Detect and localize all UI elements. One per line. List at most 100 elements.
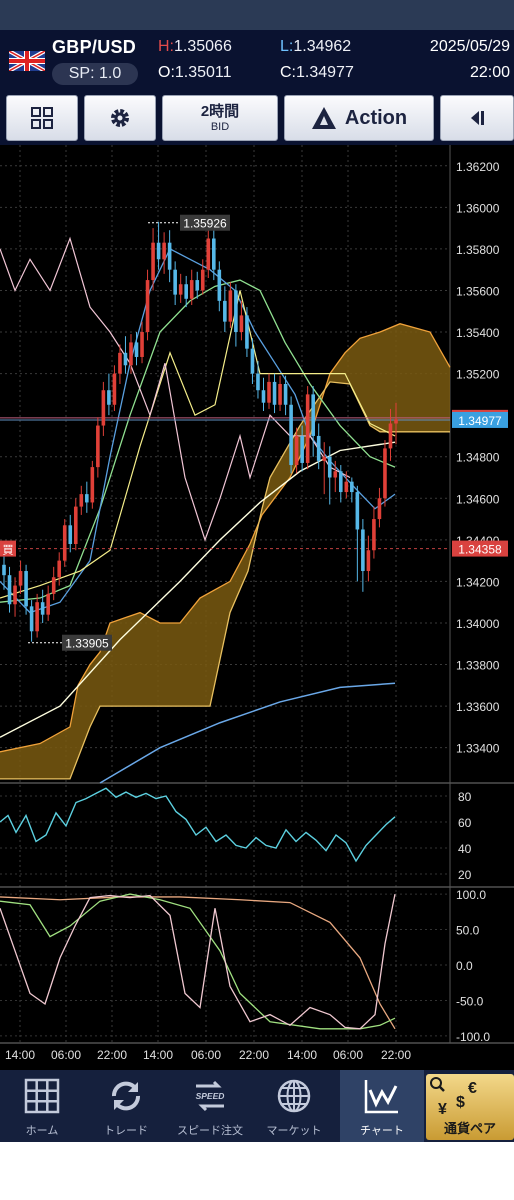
candle-body bbox=[68, 525, 73, 545]
chart-canvas[interactable]: 1.36200 1.36000 1.35800 1.35600 1.35400 1.352… bbox=[0, 145, 514, 1070]
candle-body bbox=[2, 564, 6, 576]
layout-button[interactable] bbox=[6, 95, 78, 141]
time-axis-label: 14:00 bbox=[5, 1048, 35, 1062]
extreme-label-bg bbox=[62, 634, 112, 651]
candle-body bbox=[57, 560, 62, 578]
candle-body bbox=[167, 242, 172, 270]
candle-body bbox=[239, 315, 244, 333]
candle-body bbox=[40, 602, 45, 615]
rsi-axis-label: 40 bbox=[458, 842, 472, 856]
candle-body bbox=[7, 575, 12, 605]
candle-body bbox=[101, 390, 106, 426]
timeframe-button[interactable]: 2時間 BID bbox=[162, 95, 278, 141]
quote-time: 22:00 bbox=[469, 64, 510, 81]
chart-labels: 1.36200 1.36000 1.35800 1.35600 1.35400 1.352… bbox=[0, 160, 508, 1062]
candle-body bbox=[305, 394, 310, 463]
candle-body bbox=[62, 525, 67, 561]
time-axis-label: 22:00 bbox=[97, 1048, 127, 1062]
candle-body bbox=[24, 571, 28, 607]
candle-body bbox=[278, 383, 282, 405]
candle-body bbox=[372, 519, 376, 551]
candle-body bbox=[140, 332, 144, 357]
nav-speed-order-label: スピード注文 bbox=[177, 1125, 243, 1137]
speed-badge-text: SPEED bbox=[196, 1091, 225, 1101]
price-axis-label: 1.34200 bbox=[456, 575, 500, 589]
high-price: H:1.35066 bbox=[158, 38, 232, 55]
candle-body bbox=[316, 435, 321, 461]
triangle-a-icon bbox=[311, 107, 336, 129]
candle-body bbox=[217, 269, 222, 301]
extreme-label-bg bbox=[180, 214, 230, 231]
candle-body bbox=[300, 435, 304, 463]
open-price: O:1.35011 bbox=[158, 64, 232, 81]
currency-pair-button[interactable]: € ¥ $ 通貨ペア bbox=[426, 1074, 514, 1140]
candle-body bbox=[344, 481, 349, 493]
svg-text:€: € bbox=[468, 1080, 477, 1097]
candle-body bbox=[118, 352, 122, 374]
nav-chart[interactable]: チャート bbox=[340, 1070, 424, 1142]
price-axis-label: 1.35400 bbox=[456, 326, 500, 340]
globe-icon bbox=[277, 1079, 311, 1113]
candle-body bbox=[173, 269, 177, 295]
settings-button[interactable] bbox=[84, 95, 156, 141]
nav-trade[interactable]: トレード bbox=[84, 1070, 168, 1142]
ma-long-line bbox=[99, 682, 396, 784]
osc-axis-label: 50.0 bbox=[456, 924, 480, 938]
candle-body bbox=[195, 280, 200, 291]
candle-body bbox=[112, 373, 117, 405]
collapse-left-icon bbox=[471, 111, 484, 125]
chart-grid bbox=[0, 145, 514, 1044]
rsi-axis-label: 80 bbox=[458, 790, 472, 804]
chart-area[interactable]: 1.36200 1.36000 1.35800 1.35600 1.35400 1.352… bbox=[0, 145, 514, 1070]
home-grid-icon bbox=[24, 1078, 60, 1114]
candle-body bbox=[228, 290, 233, 322]
candle-body bbox=[134, 342, 139, 357]
candle-body bbox=[18, 571, 23, 586]
senkou-span-a bbox=[0, 323, 451, 753]
candle-body bbox=[107, 390, 111, 405]
candle-body bbox=[200, 269, 205, 291]
collapse-panel-button[interactable] bbox=[440, 95, 514, 141]
candle-body bbox=[250, 348, 255, 374]
nav-home[interactable]: ホーム bbox=[0, 1070, 84, 1142]
candle-body bbox=[388, 423, 393, 449]
nav-trade-label: トレード bbox=[104, 1125, 148, 1137]
action-label: Action bbox=[344, 106, 408, 129]
candle-body bbox=[184, 284, 188, 299]
speed-order-icon: SPEED bbox=[196, 1080, 225, 1112]
price-axis-label: 1.34000 bbox=[456, 617, 500, 631]
price-axis-label: 1.33400 bbox=[456, 742, 500, 756]
nav-home-label: ホーム bbox=[25, 1125, 59, 1137]
status-bar bbox=[0, 0, 514, 30]
extreme-label: 1.35926 bbox=[183, 217, 227, 231]
candle-body bbox=[51, 577, 56, 594]
price-axis-label: 1.36000 bbox=[456, 201, 500, 215]
currency-pair-title[interactable]: GBP/USD bbox=[52, 37, 137, 57]
candle-body bbox=[245, 315, 249, 349]
nav-market[interactable]: マーケット bbox=[252, 1070, 336, 1142]
price-axis-label: 1.35600 bbox=[456, 284, 500, 298]
spread-badge: SP: 1.0 bbox=[52, 63, 138, 85]
candle-body bbox=[123, 352, 128, 366]
candle-body bbox=[206, 238, 211, 270]
candle-body bbox=[383, 448, 387, 499]
senkou-span-b bbox=[0, 381, 450, 780]
action-button[interactable]: Action bbox=[284, 95, 434, 141]
low-price: L:1.34962 bbox=[280, 38, 352, 55]
time-axis-label: 14:00 bbox=[143, 1048, 173, 1062]
candle-body bbox=[145, 280, 150, 333]
currency-pair-icon: € ¥ $ bbox=[430, 1077, 477, 1118]
osc-signal-line bbox=[0, 893, 396, 1030]
candle-body bbox=[361, 529, 365, 572]
candle-body bbox=[267, 381, 271, 403]
quote-header: GBP/USD SP: 1.0 H:1.35066 L:1.34962 O:1.… bbox=[0, 30, 514, 90]
bottom-nav: ホーム トレード SPEED スピード注文 マーケット チャート bbox=[0, 1070, 514, 1142]
candle-body bbox=[394, 419, 398, 424]
ma-short-line bbox=[0, 279, 396, 603]
nav-speed-order[interactable]: SPEED スピード注文 bbox=[168, 1070, 252, 1142]
time-axis-label: 14:00 bbox=[287, 1048, 317, 1062]
nav-chart-label: チャート bbox=[360, 1125, 404, 1137]
gear-icon bbox=[111, 109, 129, 127]
candle-body bbox=[73, 506, 78, 545]
candle-body bbox=[350, 481, 354, 493]
